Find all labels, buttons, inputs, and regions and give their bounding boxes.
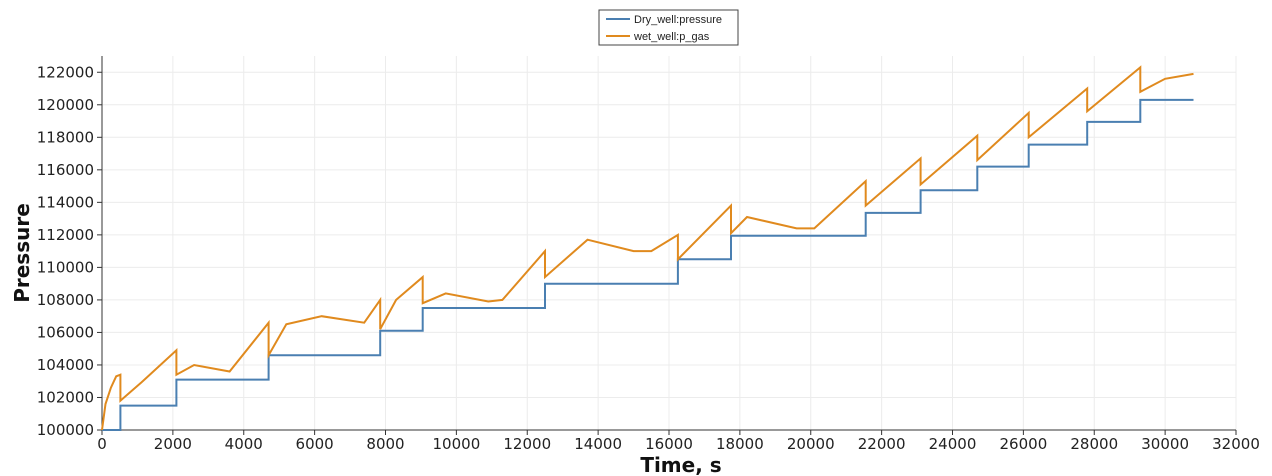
legend-label-dry-well: Dry_well:pressure [634, 14, 722, 26]
x-tick-label: 10000 [433, 435, 481, 453]
x-tick-label: 32000 [1212, 435, 1260, 453]
x-axis-title: Time, s [640, 453, 721, 476]
x-tick-label: 8000 [366, 435, 404, 453]
legend-label-wet-well: wet_well:p_gas [633, 31, 710, 43]
y-tick-label: 108000 [37, 291, 94, 309]
series-line-dry-well-pressure [102, 98, 1194, 431]
y-tick-label: 100000 [37, 421, 94, 439]
y-tick-label: 120000 [37, 96, 94, 114]
x-tick-label: 14000 [574, 435, 622, 453]
y-tick-label: 122000 [37, 63, 94, 81]
x-tick-label: 16000 [645, 435, 693, 453]
x-tick-label: 26000 [1000, 435, 1048, 453]
x-tick-label: 24000 [929, 435, 977, 453]
x-tick-label: 18000 [716, 435, 764, 453]
x-tick-label: 22000 [858, 435, 906, 453]
x-tick-label: 4000 [225, 435, 263, 453]
y-tick-label: 116000 [37, 161, 94, 179]
x-tick-label: 6000 [296, 435, 334, 453]
x-tick-label: 20000 [787, 435, 835, 453]
legend-box [598, 9, 739, 46]
y-tick-label: 112000 [37, 226, 94, 244]
axes [97, 56, 1237, 435]
y-tick-label: 118000 [37, 128, 94, 146]
y-tick-label: 114000 [37, 193, 94, 211]
y-tick-label: 106000 [37, 323, 94, 341]
series-line-wet-well-p-gas [101, 65, 1194, 431]
y-tick-label: 110000 [37, 258, 94, 276]
x-tick-label: 30000 [1141, 435, 1189, 453]
y-tick-label: 104000 [37, 356, 94, 374]
x-tick-label: 0 [97, 435, 107, 453]
legend: Dry_well:pressure wet_well:p_gas [598, 9, 739, 46]
series-lines [101, 65, 1194, 431]
x-tick-label: 28000 [1070, 435, 1118, 453]
x-tick-label: 12000 [503, 435, 551, 453]
y-axis-title: Pressure [10, 203, 34, 303]
x-tick-label: 2000 [154, 435, 192, 453]
y-tick-label: 102000 [37, 388, 94, 406]
tick-labels: 0 2000 4000 6000 8000 10000 12000 14000 16000 180… [37, 63, 1260, 453]
